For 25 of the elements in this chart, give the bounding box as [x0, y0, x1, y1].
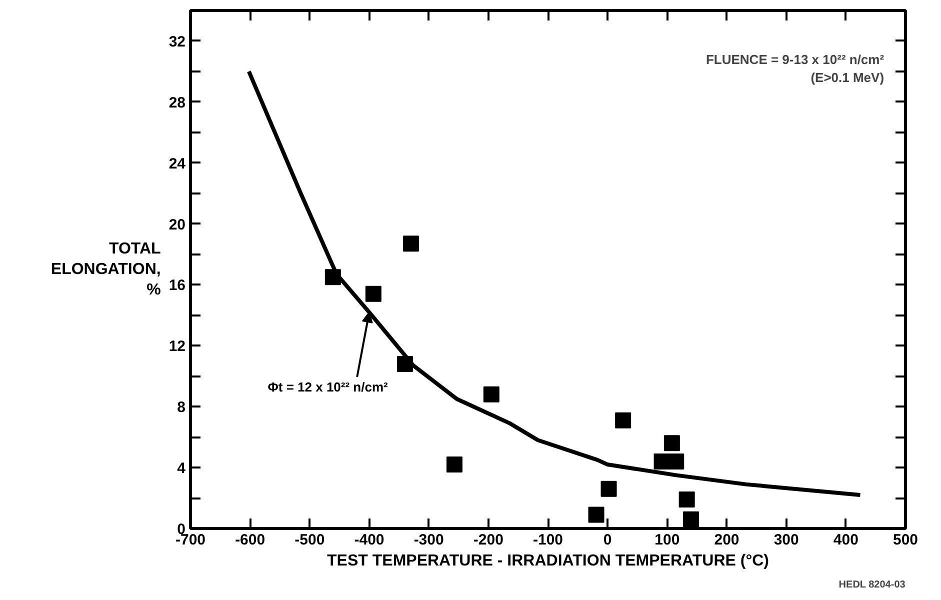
x-tick-label: -600 [235, 532, 266, 548]
x-tick-label: -100 [532, 532, 564, 548]
y-axis-title: TOTAL ELONGATION, % [50, 240, 162, 298]
y-tick-label: 12 [168, 338, 186, 356]
y-tick-label: 16 [168, 277, 186, 294]
x-tick-label: 0 [603, 532, 612, 548]
y-tick-label: 8 [177, 399, 186, 416]
x-tick-label: -500 [294, 532, 325, 548]
x-tick-label: 100 [654, 532, 680, 548]
x-tick-label: -200 [473, 532, 504, 548]
x-tick-label: 300 [774, 532, 799, 548]
x-tick-label: 400 [833, 532, 858, 548]
y-tick-label: 32 [168, 33, 186, 50]
text: HEDL 8204-03 [838, 580, 906, 590]
annotation: Φt = 12 x 10²² n/cm² [268, 380, 389, 394]
annotation: FLUENCE = 9-13 x 10²² n/cm² (E>0.1 MeV) [706, 52, 885, 85]
x-axis-title: TEST TEMPERATURE - IRRADIATION TEMPERATURE (°C) [327, 552, 769, 570]
x-tick-label: 200 [714, 532, 740, 548]
y-tick-label: 28 [168, 94, 186, 112]
x-tick-label: -300 [414, 532, 444, 548]
y-tick-label: 20 [168, 216, 186, 234]
y-tick-label: 4 [177, 460, 186, 478]
x-tick-label: -400 [354, 532, 384, 548]
y-tick-label: 24 [168, 155, 186, 172]
x-tick-label: 500 [892, 532, 918, 548]
